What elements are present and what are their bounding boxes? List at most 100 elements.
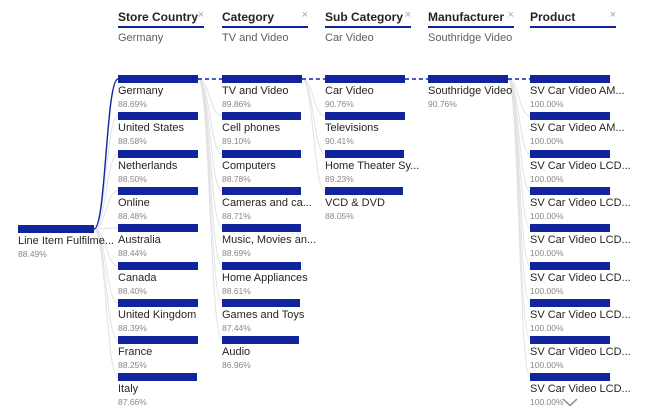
tree-node[interactable]: Canada 88.40% bbox=[118, 262, 218, 296]
node-label: SV Car Video LCD... bbox=[530, 346, 631, 358]
tree-node[interactable]: United Kingdom 88.39% bbox=[118, 299, 218, 333]
node-label: Televisions bbox=[325, 122, 379, 134]
tree-node[interactable]: Australia 88.44% bbox=[118, 224, 218, 258]
node-label: United States bbox=[118, 122, 185, 134]
column-header-top: Product × bbox=[530, 8, 616, 28]
node-bar bbox=[530, 299, 610, 307]
node-value: 100.00% bbox=[530, 323, 564, 333]
chevron-down-icon bbox=[562, 397, 578, 406]
node-bar bbox=[530, 262, 610, 270]
tree-node[interactable]: Home Theater Sy... 89.23% bbox=[325, 150, 425, 184]
tree-node[interactable]: SV Car Video LCD... 100.00% bbox=[530, 150, 631, 184]
node-label: Games and Toys bbox=[222, 309, 305, 321]
tree-node[interactable]: Cell phones 89.10% bbox=[222, 112, 322, 146]
tree-node[interactable]: Televisions 90.41% bbox=[325, 112, 425, 146]
tree-node[interactable]: SV Car Video AM... 100.00% bbox=[530, 75, 630, 109]
remove-level-icon[interactable]: × bbox=[301, 9, 308, 21]
tree-node[interactable]: Southridge Video 90.76% bbox=[428, 75, 528, 109]
node-bar bbox=[118, 224, 198, 232]
column-selected-value: Germany bbox=[118, 32, 164, 44]
tree-node[interactable]: Car Video 90.76% bbox=[325, 75, 425, 109]
node-label: Cameras and ca... bbox=[222, 197, 312, 209]
column-header-0: Store Country × Germany bbox=[118, 8, 204, 44]
tree-node[interactable]: SV Car Video AM... 100.00% bbox=[530, 112, 630, 146]
column-selected-value: Southridge Video bbox=[428, 32, 513, 44]
node-bar bbox=[222, 150, 301, 158]
node-value: 100.00% bbox=[530, 397, 564, 407]
remove-level-icon[interactable]: × bbox=[197, 9, 204, 21]
remove-level-icon[interactable]: × bbox=[507, 9, 514, 21]
node-value: 88.39% bbox=[118, 323, 147, 333]
node-label: Germany bbox=[118, 85, 164, 97]
tree-node[interactable]: Cameras and ca... 88.71% bbox=[222, 187, 322, 221]
column-header-top: Category × bbox=[222, 8, 308, 28]
tree-node[interactable]: VCD & DVD 88.05% bbox=[325, 187, 425, 221]
node-label: Music, Movies an... bbox=[222, 234, 317, 246]
tree-node[interactable]: SV Car Video LCD... 100.00% bbox=[530, 187, 631, 221]
tree-node[interactable]: SV Car Video LCD... 100.00% bbox=[530, 224, 631, 258]
node-bar bbox=[118, 187, 198, 195]
node-label: SV Car Video AM... bbox=[530, 85, 625, 97]
node-value: 88.25% bbox=[118, 360, 147, 370]
column-header-4: Product × bbox=[530, 8, 616, 32]
node-label: SV Car Video LCD... bbox=[530, 234, 631, 246]
node-label: VCD & DVD bbox=[325, 197, 385, 209]
column-title: Manufacturer bbox=[428, 10, 505, 24]
node-bar bbox=[530, 373, 610, 381]
node-bar bbox=[325, 150, 404, 158]
node-label: United Kingdom bbox=[118, 309, 197, 321]
node-bar bbox=[222, 262, 301, 270]
tree-node[interactable]: Computers 88.78% bbox=[222, 150, 322, 184]
tree-node[interactable]: Germany 88.69% bbox=[118, 75, 218, 109]
node-label: SV Car Video AM... bbox=[530, 122, 625, 134]
tree-node[interactable]: Music, Movies an... 88.69% bbox=[222, 224, 322, 258]
tree-node[interactable]: Audio 86.96% bbox=[222, 336, 322, 370]
root-node[interactable]: Line Item Fulfilme... 88.49% bbox=[18, 225, 118, 259]
node-value: 88.69% bbox=[118, 99, 147, 109]
node-bar bbox=[428, 75, 508, 83]
tree-node[interactable]: SV Car Video LCD... 100.00% bbox=[530, 373, 631, 407]
node-value: 87.66% bbox=[118, 397, 147, 407]
node-bar bbox=[222, 336, 299, 344]
node-label: Southridge Video bbox=[428, 85, 513, 97]
column-selected-value: Car Video bbox=[325, 32, 374, 44]
tree-node[interactable]: Home Appliances 88.61% bbox=[222, 262, 322, 296]
tree-node[interactable]: SV Car Video LCD... 100.00% bbox=[530, 336, 631, 370]
tree-node[interactable]: Italy 87.66% bbox=[118, 373, 218, 407]
node-bar bbox=[222, 75, 302, 83]
tree-node[interactable]: Games and Toys 87.44% bbox=[222, 299, 322, 333]
tree-node[interactable]: Netherlands 88.50% bbox=[118, 150, 218, 184]
column-header-top: Sub Category × bbox=[325, 8, 411, 28]
tree-node[interactable]: TV and Video 89.86% bbox=[222, 75, 322, 109]
tree-node[interactable]: Online 88.48% bbox=[118, 187, 218, 221]
column-header-top: Manufacturer × bbox=[428, 8, 514, 28]
node-label: Canada bbox=[118, 272, 157, 284]
node-value: 88.48% bbox=[118, 211, 147, 221]
node-label: SV Car Video LCD... bbox=[530, 160, 631, 172]
column-header-3: Manufacturer × Southridge Video bbox=[428, 8, 514, 44]
node-value: 88.71% bbox=[222, 211, 251, 221]
node-value: 100.00% bbox=[530, 174, 564, 184]
node-value: 86.96% bbox=[222, 360, 251, 370]
tree-node[interactable]: SV Car Video LCD... 100.00% bbox=[530, 262, 631, 296]
node-value: 89.10% bbox=[222, 136, 251, 146]
node-label: TV and Video bbox=[222, 85, 289, 97]
tree-node[interactable]: SV Car Video LCD... 100.00% bbox=[530, 299, 631, 333]
node-label: Audio bbox=[222, 346, 251, 358]
remove-level-icon[interactable]: × bbox=[609, 9, 616, 21]
node-value: 100.00% bbox=[530, 286, 564, 296]
node-label: Home Appliances bbox=[222, 272, 308, 284]
node-label: SV Car Video LCD... bbox=[530, 272, 631, 284]
node-value: 100.00% bbox=[530, 211, 564, 221]
column-header-top: Store Country × bbox=[118, 8, 204, 28]
remove-level-icon[interactable]: × bbox=[404, 9, 411, 21]
node-bar bbox=[118, 262, 198, 270]
tree-node[interactable]: United States 88.58% bbox=[118, 112, 218, 146]
node-bar bbox=[118, 373, 197, 381]
node-label: Home Theater Sy... bbox=[325, 160, 420, 172]
expand-more-button[interactable] bbox=[558, 395, 582, 409]
column-title: Store Country bbox=[118, 10, 199, 24]
column-title: Category bbox=[222, 10, 275, 24]
node-value: 88.69% bbox=[222, 248, 251, 258]
tree-node[interactable]: France 88.25% bbox=[118, 336, 218, 370]
